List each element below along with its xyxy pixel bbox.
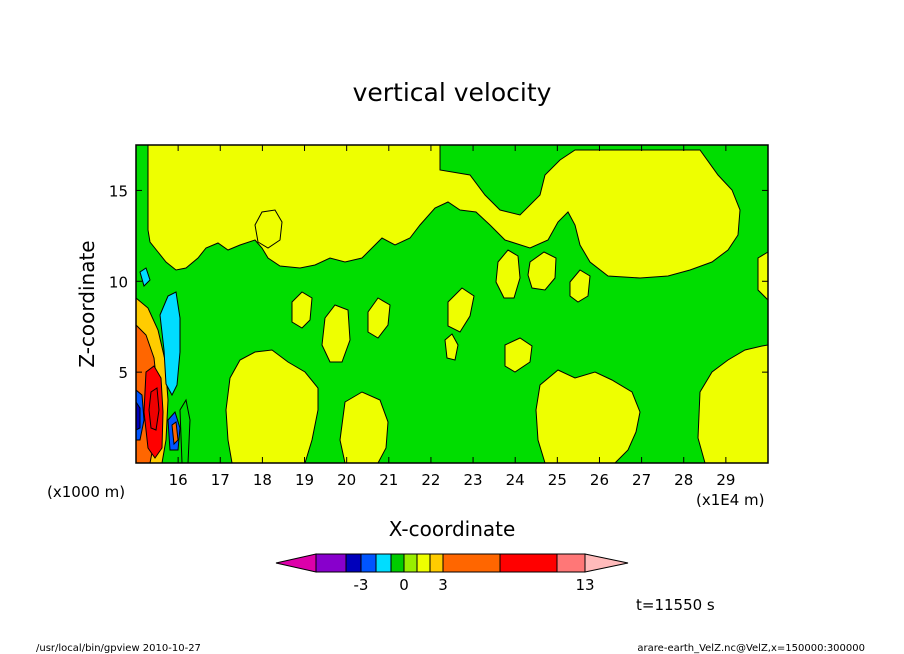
x-tick-label: 20 — [337, 471, 356, 489]
colorbar-arrow-right — [584, 553, 629, 573]
region-mid-blob-b — [321, 304, 351, 363]
region-bottom-left-yellow — [225, 349, 319, 464]
y-tick-label: 5 — [118, 364, 128, 382]
region-mid-blob-d — [447, 287, 475, 333]
plot-area: 16 17 18 19 20 21 22 23 24 25 26 27 28 29 5 10 15 — [109, 144, 769, 489]
y-axis-label: Z-coordinate — [75, 240, 99, 367]
colorbar-label: 0 — [399, 576, 409, 594]
region-mid-blob-c — [367, 297, 391, 339]
region-upper-blob-c — [527, 251, 557, 291]
region-bottom-right-yellow-a — [535, 369, 641, 464]
x-tick-label: 23 — [464, 471, 483, 489]
x-tick-label: 25 — [548, 471, 567, 489]
cell-orange-right — [171, 421, 179, 446]
y-ticks: 5 10 15 — [109, 182, 768, 382]
colorbar-swatch — [442, 553, 501, 573]
x-tick-label: 18 — [253, 471, 272, 489]
x-tick-label: 29 — [716, 471, 735, 489]
colorbar-arrow-left — [275, 553, 317, 573]
colorbar: -3 0 3 13 — [275, 553, 629, 594]
x-axis-label: X-coordinate — [389, 517, 516, 541]
x-tick-label: 28 — [674, 471, 693, 489]
y-tick-label: 15 — [109, 182, 128, 200]
x-tick-label: 16 — [169, 471, 188, 489]
colorbar-swatch — [375, 553, 392, 573]
x-tick-label: 27 — [632, 471, 651, 489]
colorbar-swatch — [390, 553, 405, 573]
region-bottom-mid-yellow — [339, 391, 389, 464]
region-mid-blob-a — [291, 291, 313, 329]
region-bottom-right-yellow-b — [697, 344, 769, 464]
cell-core — [148, 387, 160, 431]
colorbar-swatch — [429, 553, 444, 573]
cell-cyan-small — [139, 267, 151, 287]
plot-frame — [135, 144, 769, 464]
time-label: t=11550 s — [636, 596, 715, 614]
region-top-yellow — [147, 144, 741, 279]
x-tick-label: 17 — [211, 471, 230, 489]
colorbar-swatch — [416, 553, 431, 573]
x-tick-label: 19 — [295, 471, 314, 489]
colorbar-swatch — [556, 553, 586, 573]
x-tick-label: 21 — [379, 471, 398, 489]
region-upper-blob-d — [569, 269, 591, 303]
colorbar-label: 13 — [575, 576, 594, 594]
colorbar-swatch — [403, 553, 418, 573]
contour-fill-yellow — [147, 144, 769, 464]
colorbar-swatch — [499, 553, 558, 573]
y-tick-label: 10 — [109, 273, 128, 291]
x-units-label: (x1E4 m) — [696, 491, 765, 509]
footer-left: /usr/local/bin/gpview 2010-10-27 — [36, 643, 201, 654]
region-mid-blob-e — [504, 337, 533, 373]
colorbar-label: 3 — [438, 576, 448, 594]
x-tick-label: 24 — [506, 471, 525, 489]
region-mid-blob-f — [444, 333, 459, 361]
footer-right: arare-earth_VelZ.nc@VelZ,x=150000:300000 — [637, 643, 865, 654]
cell-green-strip — [179, 398, 191, 464]
colorbar-swatch — [360, 553, 377, 573]
region-upper-blob-b — [495, 249, 521, 299]
x-tick-label: 22 — [421, 471, 440, 489]
cell-cyan-downdraft — [159, 291, 181, 397]
colorbar-label: -3 — [354, 576, 369, 594]
x-tick-label: 26 — [590, 471, 609, 489]
chart-title: vertical velocity — [353, 78, 552, 107]
contour-left-cell — [135, 267, 191, 464]
colorbar-swatch — [315, 553, 347, 573]
y-units-label: (x1000 m) — [47, 483, 125, 501]
x-ticks: 16 17 18 19 20 21 22 23 24 25 26 27 28 29 — [169, 145, 735, 489]
region-upper-blob-a — [254, 209, 283, 249]
colorbar-swatch — [345, 553, 362, 573]
